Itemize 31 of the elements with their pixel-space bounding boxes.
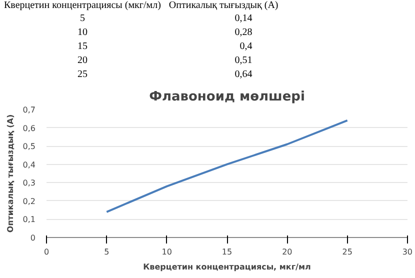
text: 0,64 (234, 68, 254, 82)
x-tick-label: 5 (104, 248, 110, 256)
text: 5 (78, 12, 86, 26)
y-tick-label: 0,1 (22, 215, 36, 224)
chart-title: Флавоноид мөлшері (149, 90, 305, 104)
y-tick-label: 0,7 (22, 106, 36, 114)
text: 0,14 (234, 12, 254, 26)
y-tick-label: 0,6 (22, 124, 36, 133)
y-tick-label: 0 (30, 234, 36, 242)
y-axis-title: Оптикалық тығыздық (А) (6, 114, 15, 233)
text: 0,28 (234, 26, 254, 40)
text: Кверцетин концентрациясы (мкг/мл) (3, 0, 162, 12)
line-series (106, 119, 348, 213)
x-tick-label: 20 (282, 248, 292, 256)
text: 25 (76, 68, 88, 82)
x-tick-label: 30 (402, 248, 413, 256)
x-tick-label: 10 (162, 248, 172, 256)
y-tick-label: 0,2 (22, 196, 36, 206)
text: Оптикалық тығыздық (A) (168, 0, 280, 12)
y-tick-label: 0,5 (22, 142, 36, 152)
text: 10 (76, 26, 88, 40)
text: 0,4 (238, 40, 254, 54)
text: 0,51 (234, 54, 254, 68)
x-axis-title: Кверцетин концентрациясы, мкг/мл (143, 262, 311, 272)
x-tick-label: 15 (222, 248, 232, 256)
x-tick-label: 25 (342, 248, 352, 256)
y-tick-label: 0,3 (22, 178, 36, 188)
y-tick-label: 0,4 (22, 160, 36, 170)
text: 15 (76, 40, 88, 54)
x-tick-label: 0 (44, 248, 50, 256)
text: 20 (76, 54, 88, 68)
